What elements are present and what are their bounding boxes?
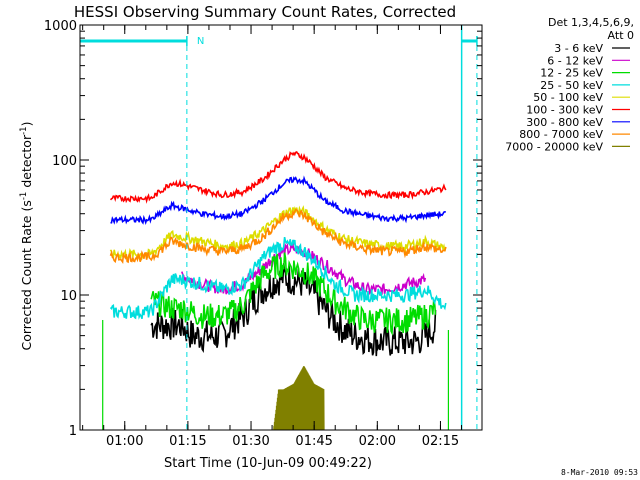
legend-label: 7000 - 20000 keV [505, 140, 603, 153]
legend-label: 300 - 800 keV [526, 116, 603, 129]
legend-label: 800 - 7000 keV [519, 128, 603, 141]
series-300-800-kev [110, 175, 446, 225]
legend-label: 6 - 12 keV [547, 54, 603, 67]
series-line [109, 208, 447, 265]
legend-label: 12 - 25 keV [540, 67, 603, 80]
legend-header-2: Att 0 [608, 29, 634, 42]
x-tick-label: 01:45 [295, 434, 332, 449]
attenuator-marker-label: N [197, 36, 204, 47]
svg-text:Corrected Count Rate (s-1 dete: Corrected Count Rate (s-1 detector-1) [19, 122, 34, 351]
y-tick-label: 1000 [44, 19, 77, 34]
y-tick-label: 1 [69, 424, 77, 439]
footer-timestamp: 8-Mar-2010 09:53 [561, 468, 638, 477]
x-tick-label: 01:30 [232, 434, 269, 449]
x-tick-label: 02:00 [359, 434, 396, 449]
x-axis-label: Start Time (10-Jun-09 00:49:22) [164, 456, 372, 471]
series-line [109, 236, 447, 320]
x-tick-label: 02:15 [422, 434, 459, 449]
series-line [150, 252, 437, 337]
series-25-50-kev [109, 236, 447, 320]
y-tick-label: 10 [60, 289, 77, 304]
series-12-25-kev [150, 252, 437, 337]
legend-header-1: Det 1,3,4,5,6,9, [548, 16, 634, 29]
y-axis-label: Corrected Count Rate (s-1 detector-1) [19, 122, 34, 351]
y-tick-label: 100 [52, 154, 77, 169]
legend-label: 100 - 300 keV [526, 104, 603, 117]
series-line [110, 175, 446, 225]
chart-title: HESSI Observing Summary Count Rates, Cor… [74, 3, 456, 21]
legend-label: 50 - 100 keV [533, 91, 603, 104]
series-line [109, 151, 447, 204]
x-tick-label: 01:00 [106, 434, 143, 449]
series-line [105, 365, 482, 430]
series-100-300-kev [109, 151, 447, 204]
series-7000-20000-kev [105, 365, 482, 430]
plot-frame [79, 24, 483, 431]
legend-label: 25 - 50 keV [540, 79, 603, 92]
x-tick-label: 01:15 [169, 434, 206, 449]
series-800-7000-kev [109, 208, 447, 265]
legend-label: 3 - 6 keV [554, 42, 603, 55]
